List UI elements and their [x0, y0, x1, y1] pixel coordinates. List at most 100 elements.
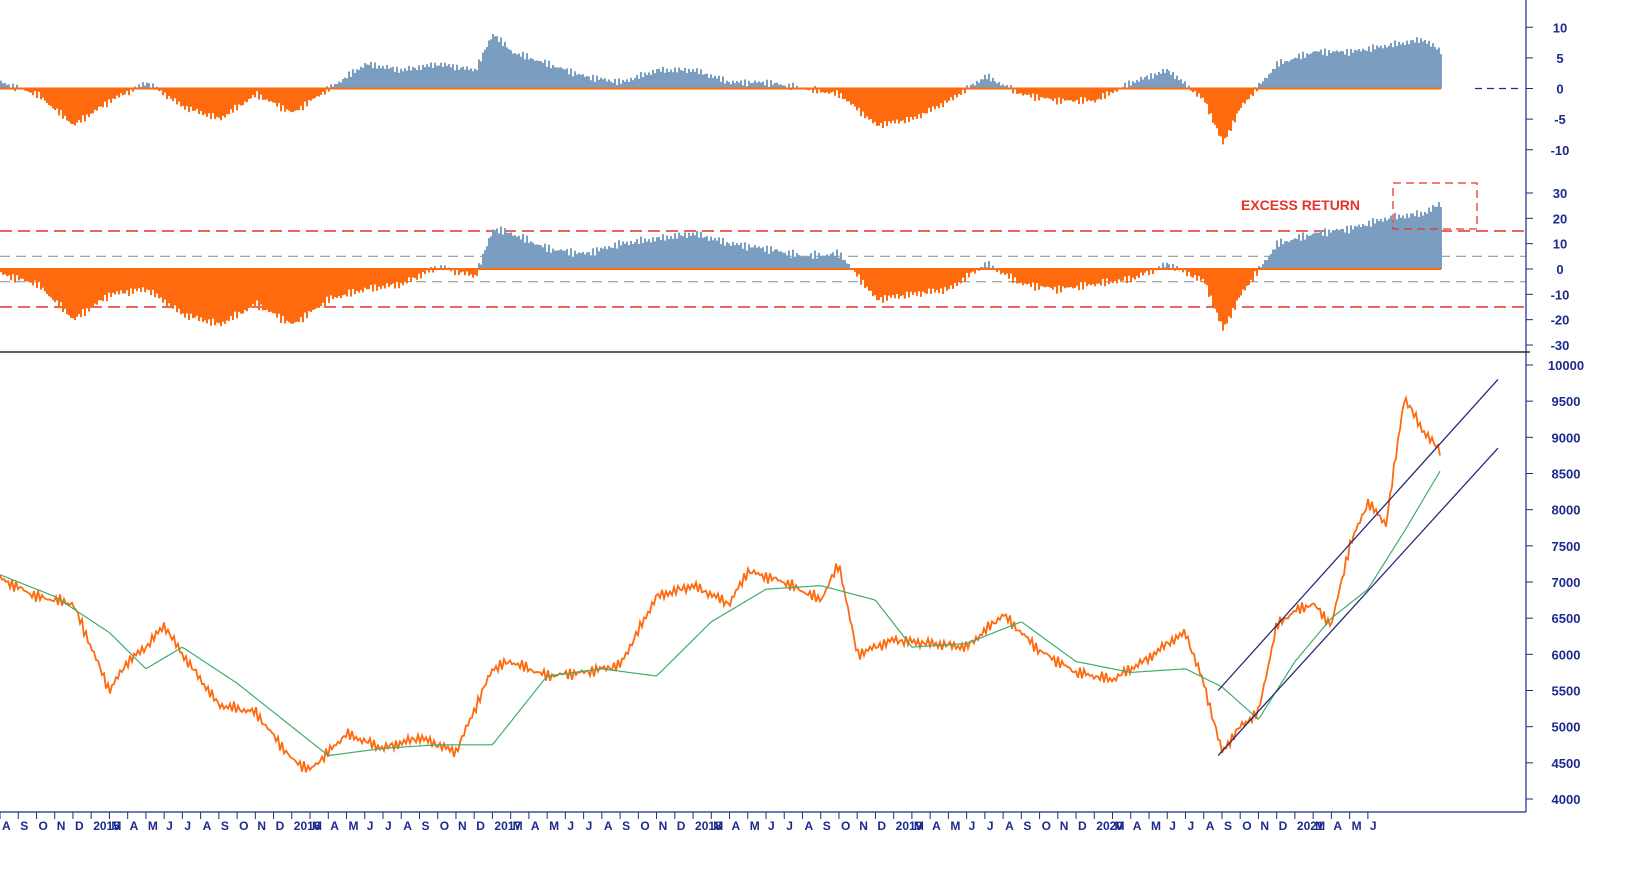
- area-bar: [1192, 269, 1194, 278]
- area-bar: [100, 269, 102, 301]
- x-tick-label: N: [1060, 819, 1069, 833]
- area-bar: [444, 62, 446, 89]
- area-bar: [1004, 269, 1006, 275]
- area-bar: [1010, 269, 1012, 274]
- area-bar: [142, 269, 144, 288]
- area-bar: [736, 242, 738, 269]
- area-bar: [40, 269, 42, 290]
- area-bar: [898, 269, 900, 299]
- area-bar: [1152, 78, 1154, 89]
- x-tick-label: O: [38, 819, 47, 833]
- area-bar: [1270, 72, 1272, 89]
- area-bar: [1382, 48, 1384, 89]
- area-bar: [664, 240, 666, 269]
- area-bar: [614, 78, 616, 89]
- area-bar: [814, 250, 816, 269]
- area-bar: [670, 236, 672, 269]
- area-bar: [1214, 269, 1216, 309]
- area-bar: [34, 269, 36, 281]
- area-bar: [488, 40, 490, 89]
- area-bar: [542, 62, 544, 89]
- area-bar: [1234, 88, 1236, 123]
- area-bar: [894, 269, 896, 299]
- area-bar: [836, 249, 838, 269]
- area-bar: [1002, 84, 1004, 89]
- area-bar: [188, 269, 190, 321]
- area-bar: [38, 88, 40, 92]
- area-bar: [480, 61, 482, 89]
- area-bar: [734, 245, 736, 269]
- area-bar: [106, 269, 108, 302]
- area-bar: [214, 88, 216, 120]
- area-bar: [712, 77, 714, 89]
- area-bar: [1178, 80, 1180, 89]
- area-bar: [398, 72, 400, 89]
- price-line: [0, 394, 1441, 773]
- area-bar: [728, 82, 730, 89]
- area-bar: [172, 88, 174, 102]
- area-bar: [132, 269, 134, 294]
- area-bar: [310, 269, 312, 312]
- x-tick-label: 2019: [896, 819, 923, 833]
- price-lines: [0, 394, 1441, 773]
- area-bar: [742, 248, 744, 269]
- area-bar: [222, 269, 224, 322]
- area-bar: [860, 269, 862, 285]
- area-bar: [86, 88, 88, 115]
- area-bar: [822, 255, 824, 269]
- area-bar: [548, 60, 550, 89]
- area-bar: [72, 88, 74, 124]
- area-bar: [350, 269, 352, 297]
- area-bar: [396, 66, 398, 89]
- area-bar: [876, 269, 878, 301]
- area-bar: [384, 68, 386, 89]
- area-bar: [632, 80, 634, 89]
- area-bar: [728, 243, 730, 269]
- area-bar: [1388, 45, 1390, 89]
- area-bar: [732, 80, 734, 89]
- area-bar: [1166, 262, 1168, 269]
- area-bar: [1398, 41, 1400, 89]
- area-bar: [220, 88, 222, 121]
- area-bar: [996, 269, 998, 272]
- x-tick-label: S: [1023, 819, 1031, 833]
- area-bar: [884, 269, 886, 296]
- area-bar: [702, 74, 704, 89]
- area-bar: [1128, 269, 1130, 276]
- area-bar: [828, 88, 830, 94]
- area-bar: [206, 88, 208, 117]
- area-bar: [1340, 51, 1342, 89]
- area-bar: [584, 254, 586, 269]
- area-bar: [588, 252, 590, 269]
- area-bar: [1106, 88, 1108, 92]
- area-bar: [978, 82, 980, 89]
- area-bar: [1362, 224, 1364, 269]
- area-bar: [1212, 88, 1214, 123]
- area-bar: [576, 254, 578, 269]
- area-bar: [8, 269, 10, 276]
- area-bar: [1216, 88, 1218, 129]
- area-bar: [444, 265, 446, 269]
- area-bar: [246, 269, 248, 312]
- area-bar: [6, 269, 8, 277]
- area-bar: [1110, 269, 1112, 282]
- area-bar: [74, 269, 76, 320]
- area-bar: [1436, 49, 1438, 89]
- area-bar: [890, 269, 892, 298]
- area-bar: [1416, 210, 1418, 269]
- y-tick-label: 8500: [1552, 467, 1581, 482]
- area-bar: [124, 269, 126, 294]
- area-bar: [1016, 88, 1018, 94]
- area-bar: [708, 240, 710, 269]
- area-bar: [1278, 246, 1280, 269]
- x-tick-label: J: [586, 819, 593, 833]
- area-bar: [1006, 269, 1008, 274]
- area-bar: [868, 269, 870, 291]
- x-tick-label: A: [1005, 819, 1014, 833]
- area-bar: [1344, 232, 1346, 269]
- area-bar: [1190, 269, 1192, 277]
- top-area-series: [0, 34, 1442, 145]
- area-bar: [924, 269, 926, 294]
- area-bar: [544, 243, 546, 269]
- area-bar: [1112, 269, 1114, 284]
